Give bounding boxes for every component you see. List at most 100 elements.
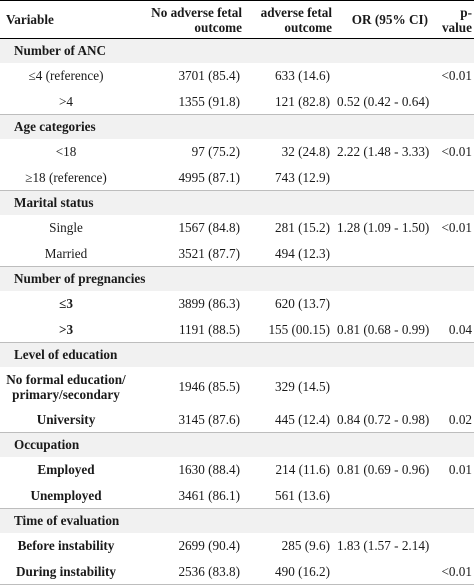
cell-or: 0.52 (0.42 - 0.64) [336, 88, 432, 115]
cell-or [336, 482, 432, 509]
table-row: Unemployed 3461 (86.1) 561 (13.6) [0, 482, 474, 509]
cell-or: 1.83 (1.57 - 2.14) [337, 538, 430, 553]
table-row: ≤4 (reference) 3701 (85.4) 633 (14.6) <0.01 [0, 63, 474, 89]
cell-or: 0.84 (0.72 - 0.98) [336, 406, 432, 433]
cell-or [336, 291, 432, 317]
table-row: Married 3521 (87.7) 494 (12.3) [0, 240, 474, 267]
cell-or [336, 367, 432, 407]
section-title: Number of ANC [14, 43, 107, 59]
section-header-row: Time of evaluation [0, 508, 474, 533]
cell-adverse: 494 (12.3) [246, 240, 336, 267]
table-row: <18 97 (75.2) 32 (24.8) 2.22 (1.48 - 3.33) <… [0, 139, 474, 165]
table-row: University 3145 (87.6) 445 (12.4) 0.84 (0.7… [0, 406, 474, 433]
table-row: >3 1191 (88.5) 155 (00.15) 0.81 (0.68 - 0.9… [0, 316, 474, 343]
col-header-no-adverse: No adverse fetal outcome [132, 0, 246, 39]
section-title: Level of education [14, 347, 118, 363]
section-title: Occupation [14, 437, 80, 453]
col-header-variable: Variable [0, 0, 132, 39]
col-header-adverse-line2: outcome [284, 19, 332, 35]
table-row: Single 1567 (84.8) 281 (15.2) 1.28 (1.09 - … [0, 215, 474, 241]
col-header-or: OR (95% CI) [336, 0, 432, 39]
table-row: During instability 2536 (83.8) 490 (16.2) <… [0, 558, 474, 585]
cell-no-adverse: 1946 (85.5) [178, 379, 240, 394]
cell-pvalue: <0.01 [432, 558, 474, 585]
cell-or [336, 558, 432, 585]
cell-pvalue [432, 88, 474, 115]
cell-no-adverse: 4995 (87.1) [132, 164, 246, 191]
row-label: University [0, 406, 132, 433]
cell-pvalue [432, 533, 474, 559]
section-header-row: Number of pregnancies [0, 266, 474, 291]
cell-pvalue: <0.01 [441, 68, 472, 83]
cell-adverse: 155 (00.15) [246, 316, 336, 343]
cell-no-adverse: 1191 (88.5) [132, 316, 246, 343]
col-header-adverse: adverse fetal outcome [246, 0, 336, 39]
table-row: No formal education/ primary/secondary 19… [0, 367, 474, 407]
cell-no-adverse: 3461 (86.1) [132, 482, 246, 509]
cell-adverse: 285 (9.6) [281, 538, 330, 553]
cell-no-adverse: 3701 (85.4) [178, 68, 240, 83]
section-header-row: Number of ANC [0, 38, 474, 63]
cell-or: 1.28 (1.09 - 1.50) [337, 220, 430, 235]
row-label: Single [49, 220, 83, 235]
table-row: Employed 1630 (88.4) 214 (11.6) 0.81 (0.69 … [0, 457, 474, 483]
cell-adverse: 329 (14.5) [275, 379, 330, 394]
row-label: Employed [37, 462, 95, 477]
cell-no-adverse: 2536 (83.8) [132, 558, 246, 585]
row-label: ≤4 (reference) [28, 68, 104, 83]
section-title: Number of pregnancies [14, 271, 146, 287]
row-label: >4 [0, 88, 132, 115]
cell-adverse: 121 (82.8) [246, 88, 336, 115]
cell-adverse: 633 (14.6) [275, 68, 330, 83]
section-header-row: Level of education [0, 342, 474, 367]
cell-adverse: 561 (13.6) [246, 482, 336, 509]
cell-no-adverse: 3521 (87.7) [132, 240, 246, 267]
col-header-pvalue: p-value [432, 0, 474, 39]
cell-adverse: 32 (24.8) [281, 144, 330, 159]
cell-or [336, 240, 432, 267]
row-label: Unemployed [0, 482, 132, 509]
table-row: Before instability 2699 (90.4) 285 (9.6) 1.… [0, 533, 474, 559]
cell-pvalue [432, 482, 474, 509]
cell-adverse: 620 (13.7) [275, 296, 330, 311]
cell-adverse: 445 (12.4) [246, 406, 336, 433]
row-label: During instability [0, 558, 132, 585]
cell-or [336, 164, 432, 191]
row-label: <18 [55, 144, 77, 159]
cell-no-adverse: 97 (75.2) [191, 144, 240, 159]
section-header-row: Age categories [0, 114, 474, 139]
section-title: Marital status [14, 195, 94, 211]
cell-or: 2.22 (1.48 - 3.33) [337, 144, 430, 159]
cell-or: 0.81 (0.69 - 0.96) [337, 462, 430, 477]
row-label: Married [0, 240, 132, 267]
cell-pvalue: 0.01 [448, 462, 472, 477]
col-header-no-adverse-line2: outcome [194, 19, 242, 35]
col-header-no-adverse-line1: No adverse fetal [151, 4, 242, 20]
cell-or: 0.81 (0.68 - 0.99) [336, 316, 432, 343]
cell-pvalue [432, 240, 474, 267]
row-label: >3 [0, 316, 132, 343]
cell-pvalue [432, 164, 474, 191]
col-header-adverse-line1: adverse fetal [260, 4, 332, 20]
cell-no-adverse: 3899 (86.3) [178, 296, 240, 311]
cell-pvalue [432, 291, 474, 317]
table-row: >4 1355 (91.8) 121 (82.8) 0.52 (0.42 - 0.64… [0, 88, 474, 115]
cell-pvalue [432, 367, 474, 407]
cell-adverse: 490 (16.2) [246, 558, 336, 585]
cell-pvalue: 0.04 [432, 316, 474, 343]
cell-no-adverse: 2699 (90.4) [178, 538, 240, 553]
cell-no-adverse: 1355 (91.8) [132, 88, 246, 115]
cell-no-adverse: 1567 (84.8) [178, 220, 240, 235]
table-body: Number of ANC ≤4 (reference) 3701 (85.4) 63… [0, 38, 474, 585]
row-label: ≤3 [59, 296, 73, 311]
cell-no-adverse: 1630 (88.4) [178, 462, 240, 477]
section-title: Age categories [14, 119, 96, 135]
cell-or [336, 63, 432, 89]
cell-pvalue: <0.01 [441, 220, 472, 235]
table-row: ≥18 (reference) 4995 (87.1) 743 (12.9) [0, 164, 474, 191]
cell-adverse: 281 (15.2) [275, 220, 330, 235]
row-label: Before instability [17, 538, 115, 553]
section-header-row: Marital status [0, 190, 474, 215]
header-row: Variable No adverse fetal outcome adverse… [0, 0, 474, 39]
